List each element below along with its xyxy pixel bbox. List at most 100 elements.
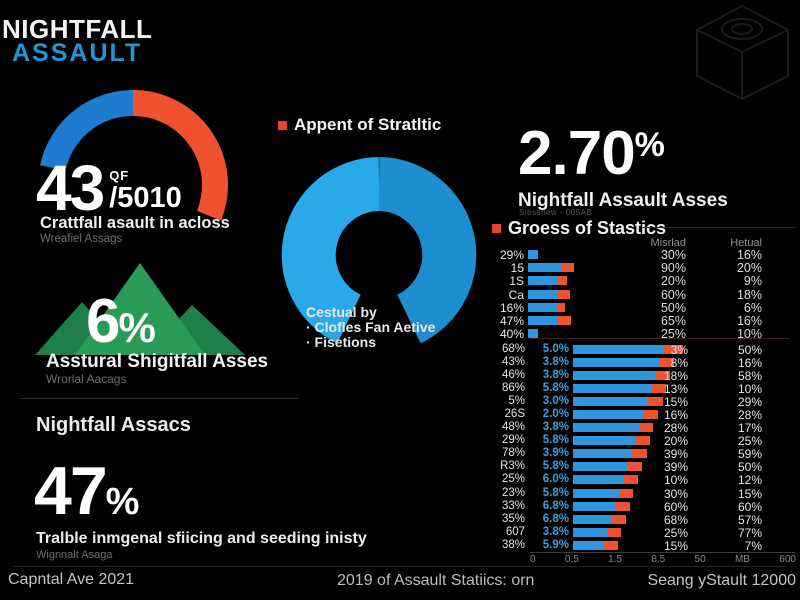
bar-blue-segment	[573, 514, 612, 524]
row-bar	[573, 527, 621, 537]
bar-blue-segment	[573, 462, 628, 472]
donut-chart	[281, 157, 477, 344]
row-value-col2: 58%	[737, 369, 762, 384]
bar-blue-segment	[528, 263, 562, 273]
gauge-value: 43 QF /5010	[36, 152, 182, 224]
row-value-col2: 50%	[737, 460, 762, 475]
row-value-col2: 7%	[744, 538, 762, 553]
bar-chart-row: 48% 3.8% 28% 17%	[494, 421, 800, 436]
axis-tick: 50	[694, 554, 706, 565]
red-square-bullet-icon	[492, 224, 501, 233]
row-value-col2: 57%	[737, 512, 762, 527]
bar-chart-row: 607 3.8% 25% 77%	[494, 525, 800, 540]
bar-red-segment	[652, 384, 666, 394]
bar-blue-segment	[528, 315, 558, 325]
bar-red-segment	[558, 315, 571, 325]
footer-center: 2019 of Assault Statiics: orn	[337, 572, 535, 589]
row-label-blue: 3.8%	[542, 356, 569, 369]
column-header-hetual: Hetual	[730, 237, 762, 249]
row-value-col1: 3%	[670, 343, 688, 357]
row-bar	[573, 423, 653, 433]
row-bar	[528, 276, 567, 286]
mountain-triangles	[35, 263, 245, 355]
bar-blue-segment	[573, 384, 652, 394]
gross-table-row: 40% 25% 10%	[494, 327, 764, 342]
highlight-subcaption: Sibssnew - 005AB	[519, 208, 593, 217]
row-value-col1: 60%	[663, 499, 688, 514]
donut-left-slice	[281, 157, 381, 344]
donut-title: Appent of Stratltic	[294, 115, 442, 134]
row-bar	[573, 345, 683, 354]
bar-red-segment	[640, 423, 653, 433]
bar-red-segment	[604, 540, 618, 550]
row-label-white: 43%	[501, 356, 525, 369]
row-value-col1: 28%	[663, 421, 688, 436]
bar-chart-row: 86% 5.8% 13% 10%	[494, 382, 800, 396]
row-value-col2: 9%	[743, 274, 762, 289]
row-label-blue: 5.9%	[542, 538, 569, 551]
row-value-col1: 90%	[660, 261, 686, 276]
row-label-blue: 3.8%	[542, 525, 569, 538]
donut-notes: Cestual by · Clofles Fan Aetive · Fiseti…	[306, 305, 435, 350]
row-bar	[573, 514, 626, 524]
row-value-col1: 10%	[663, 473, 688, 488]
row-bar	[573, 462, 642, 472]
row-bar	[573, 436, 650, 446]
bar-blue-segment	[573, 488, 620, 498]
row-value-col2: 77%	[737, 525, 762, 540]
donut-note-line: Cestual by	[306, 304, 377, 320]
row-label: Ca	[508, 287, 524, 302]
header-rule	[642, 227, 796, 228]
row-label-blue: 3.8%	[542, 421, 569, 434]
footer-divider	[14, 566, 786, 567]
row-value-col1: 68%	[663, 512, 688, 527]
bar-blue-segment	[528, 329, 538, 339]
stat-panel-title: Nightfall Assacs	[36, 414, 191, 436]
row-value-col2: 10%	[736, 327, 762, 342]
row-value-col1: 15%	[663, 395, 688, 410]
row-value-col2: 50%	[737, 343, 762, 357]
row-value-col2: 15%	[737, 486, 762, 501]
bar-chart-row: 26S 2.0% 16% 28%	[494, 408, 800, 423]
row-value-col1: 65%	[660, 313, 686, 328]
bar-red-segment	[644, 410, 658, 420]
row-label-blue: 6.8%	[542, 499, 569, 512]
row-value-col2: 25%	[737, 434, 762, 449]
bar-chart-row: 23% 5.8% 30% 15%	[494, 486, 800, 501]
bar-chart-row: 68% 5.0% 3% 50%	[494, 343, 800, 357]
row-value-col1: 39%	[663, 460, 688, 475]
gauge-number: 43	[36, 152, 105, 224]
column-header-misrlad: Misrlad	[650, 237, 686, 249]
row-label-blue: 5.0%	[542, 343, 569, 355]
bar-red-segment	[620, 488, 633, 498]
row-value-col2: 17%	[737, 421, 762, 436]
row-bar	[573, 371, 670, 381]
stat-number: 47	[34, 453, 108, 529]
footer-left: Capntal Ave 2021	[8, 571, 135, 588]
row-value-col1: 8%	[670, 356, 688, 371]
bar-blue-segment	[528, 276, 558, 286]
red-square-bullet-icon	[278, 120, 287, 130]
gross-table-row: Ca 60% 18%	[494, 287, 764, 302]
row-label-blue: 3.8%	[542, 369, 569, 382]
row-label-white: 68%	[501, 343, 525, 355]
row-label: 1S	[509, 274, 524, 289]
row-value-col1: 60%	[660, 287, 686, 302]
gauge-orange-arc	[132, 90, 228, 221]
row-value-col1: 30%	[660, 248, 686, 262]
row-value-col2: 16%	[737, 356, 762, 371]
mountain-caption: Asstural Shigitfall Asses	[46, 351, 269, 372]
donut-right-slice	[377, 157, 477, 344]
triangle-center	[75, 263, 205, 355]
gauge-of-label: QF	[109, 168, 130, 183]
bar-blue-segment	[573, 436, 636, 446]
gross-header: Groess of Stastics	[492, 218, 666, 239]
row-label-blue: 3.9%	[542, 447, 569, 460]
row-label-white: 35%	[501, 512, 525, 525]
row-value-col2: 59%	[737, 447, 762, 462]
row-value-col2: 28%	[737, 408, 762, 423]
logo-line2: ASSAULT	[12, 39, 143, 67]
row-label: 16%	[499, 300, 524, 315]
row-value-col1: 15%	[663, 538, 688, 553]
mountain-percent-sign: %	[118, 304, 156, 351]
